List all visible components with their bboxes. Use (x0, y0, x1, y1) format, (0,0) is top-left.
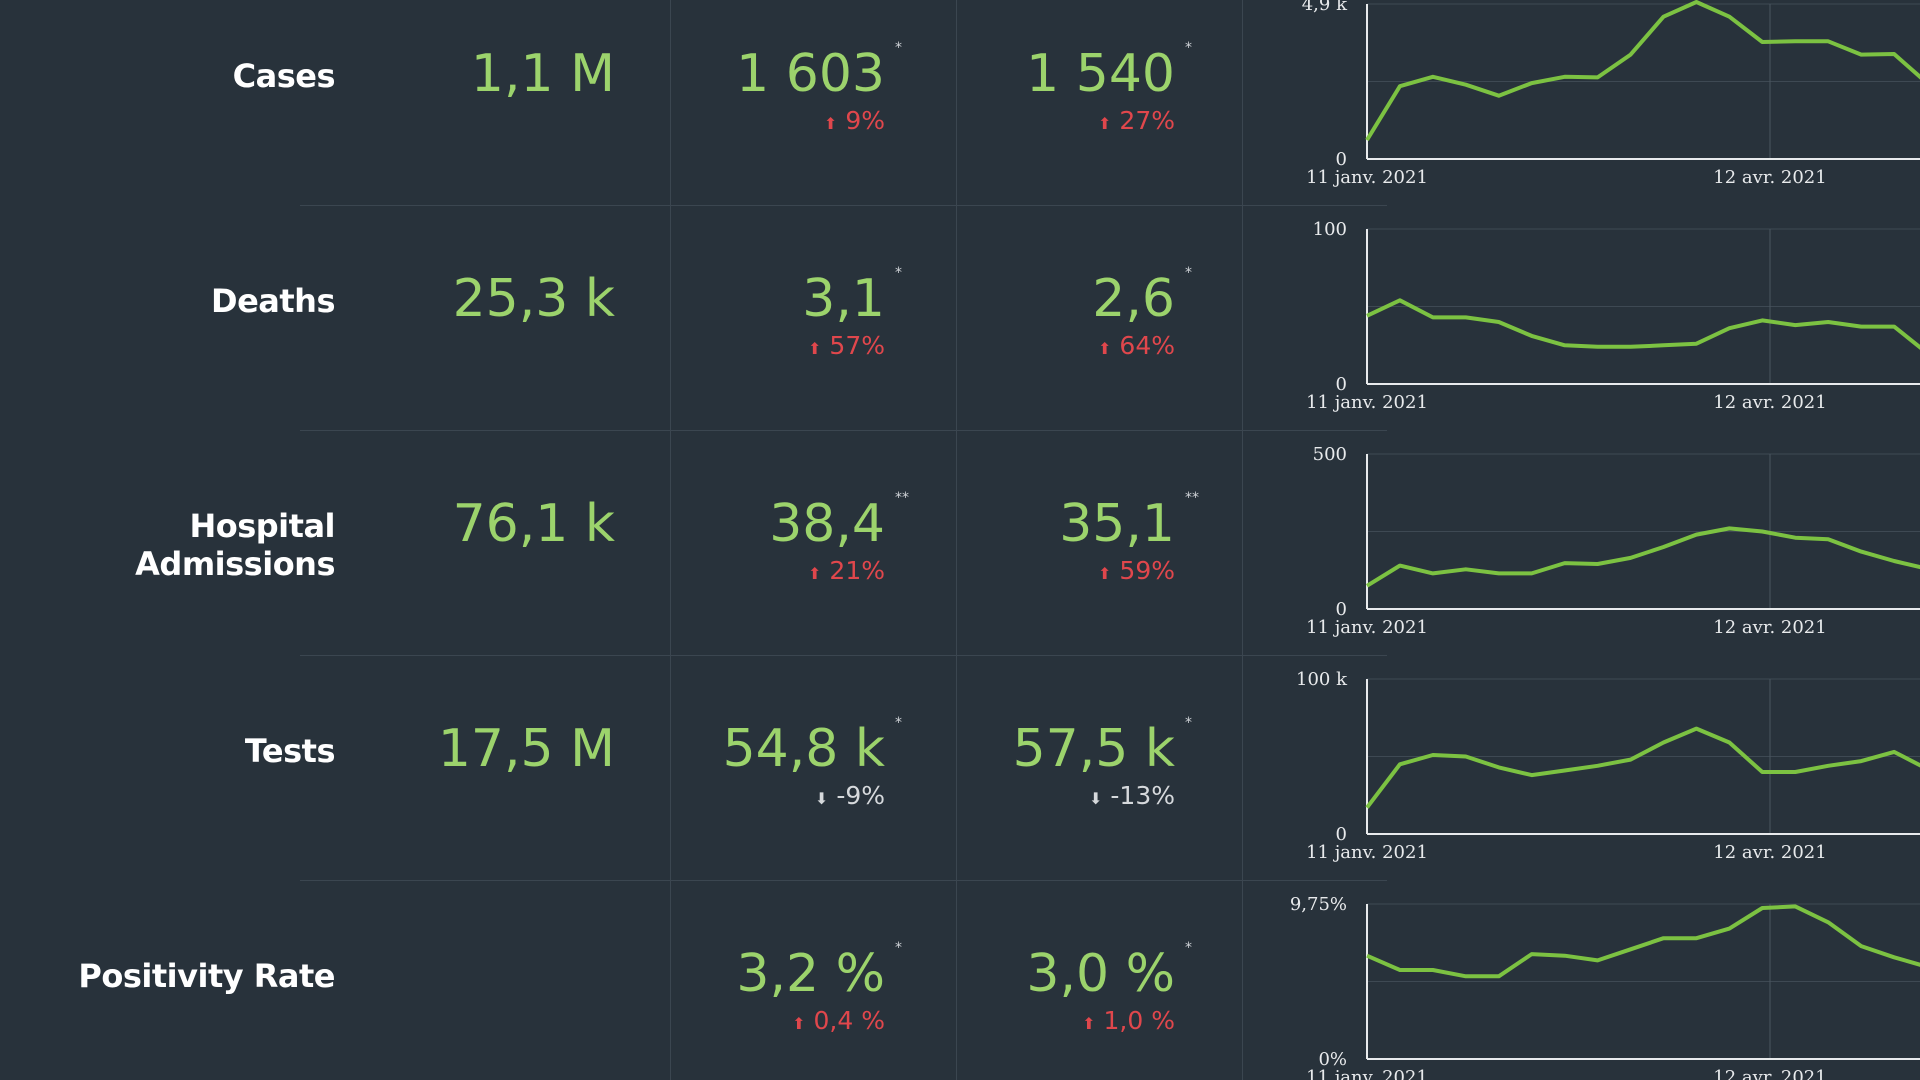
metric-footnote-mark: ** (1185, 490, 1199, 506)
change-indicator: ⬆ 9% (824, 106, 885, 135)
chart-x-tick-label: 11 janv. 2021 (1306, 842, 1428, 863)
chart-x-tick-label: 11 janv. 2021 (1306, 1067, 1428, 1080)
row-total: 17,5 M (437, 719, 615, 779)
change-value: 9% (845, 106, 885, 135)
row-total: 25,3 k (452, 269, 615, 329)
chart-y-tick-label: 0 (1336, 599, 1347, 620)
row-divider (300, 205, 1387, 206)
metric-value: 3,2 % (736, 944, 885, 1004)
row-label: Deaths (211, 282, 335, 320)
row-label: Cases (232, 57, 336, 95)
chart-x-tick-label: 12 avr. 2021 (1713, 842, 1826, 863)
change-indicator: ⬇ -9% (815, 781, 885, 810)
chart-y-tick-label: 9,75% (1290, 894, 1347, 915)
chart-x-tick-label: 12 avr. 2021 (1713, 392, 1826, 413)
column-divider (670, 0, 671, 1080)
metric-value: 2,6 (1092, 269, 1175, 329)
chart-series-line (1365, 726, 1920, 809)
arrow-up-icon: ⬆ (1098, 564, 1112, 583)
chart-series-line (1366, 904, 1920, 979)
metric-footnote-mark: * (1185, 265, 1192, 281)
arrow-down-icon: ⬇ (814, 789, 829, 808)
arrow-up-icon: ⬆ (823, 114, 838, 133)
change-indicator: ⬇ -13% (1089, 781, 1175, 810)
change-indicator: ⬆ 21% (808, 556, 885, 585)
metric-value: 38,4 (769, 494, 885, 554)
change-value: 59% (1119, 556, 1175, 585)
chart-x-tick-label: 11 janv. 2021 (1306, 167, 1428, 188)
change-value: 1,0 % (1103, 1006, 1175, 1035)
row-label: Tests (244, 732, 336, 770)
metric-footnote-mark: * (1185, 940, 1192, 956)
metric-footnote-mark: * (895, 940, 902, 956)
row-divider (300, 655, 1387, 656)
chart-y-tick-label: 500 (1313, 444, 1347, 465)
row-label: Positivity Rate (78, 957, 335, 995)
metric-footnote-mark: * (1185, 40, 1192, 56)
metric-value: 35,1 (1059, 494, 1175, 554)
row-total: 1,1 M (470, 44, 615, 104)
chart-x-tick-label: 12 avr. 2021 (1713, 1067, 1826, 1080)
metric-footnote-mark: * (895, 265, 902, 281)
change-value: 57% (829, 331, 885, 360)
metric-footnote-mark: * (895, 715, 902, 731)
row-divider (300, 880, 1387, 881)
metric-value: 3,1 (802, 269, 885, 329)
chart-y-tick-label: 100 k (1296, 669, 1348, 690)
column-divider (956, 0, 957, 1080)
change-indicator: ⬆ 57% (808, 331, 885, 360)
metric-value: 1 603 (736, 44, 885, 104)
change-value: 0,4 % (813, 1006, 885, 1035)
change-value: 64% (1119, 331, 1175, 360)
change-indicator: ⬆ 59% (1098, 556, 1175, 585)
metric-value: 3,0 % (1026, 944, 1175, 1004)
column-divider (1242, 0, 1243, 1080)
chart-series-line (1366, 298, 1920, 350)
change-value: 27% (1119, 106, 1175, 135)
row-label: Hospital Admissions (135, 507, 335, 583)
arrow-up-icon: ⬆ (1098, 114, 1112, 133)
change-indicator: ⬆ 27% (1098, 106, 1175, 135)
change-indicator: ⬆ 0,4 % (792, 1006, 885, 1035)
metric-value: 1 540 (1026, 44, 1175, 104)
row-divider (300, 430, 1387, 431)
arrow-up-icon: ⬆ (808, 564, 822, 583)
change-value: 21% (829, 556, 885, 585)
change-indicator: ⬆ 1,0 % (1082, 1006, 1175, 1035)
chart-x-tick-label: 12 avr. 2021 (1713, 167, 1826, 188)
arrow-up-icon: ⬆ (808, 339, 822, 358)
chart-y-tick-label: 100 (1313, 219, 1347, 240)
chart-series-line (1365, 0, 1920, 142)
metric-value: 57,5 k (1012, 719, 1175, 779)
row-total: 76,1 k (452, 494, 615, 554)
chart-y-tick-label: 0 (1336, 374, 1347, 395)
chart-x-tick-label: 12 avr. 2021 (1713, 617, 1826, 638)
chart-x-tick-label: 11 janv. 2021 (1306, 617, 1428, 638)
change-indicator: ⬆ 64% (1098, 331, 1175, 360)
chart-y-tick-label: 0 (1336, 149, 1347, 170)
arrow-up-icon: ⬆ (1082, 1014, 1096, 1033)
chart-series-line (1365, 526, 1920, 588)
arrow-down-icon: ⬇ (1089, 789, 1103, 808)
metric-footnote-mark: * (895, 40, 902, 56)
chart-y-tick-label: 0% (1318, 1049, 1347, 1070)
chart-y-tick-label: 4,9 k (1302, 0, 1348, 15)
arrow-up-icon: ⬆ (1098, 339, 1112, 358)
change-value: -9% (836, 781, 885, 810)
metric-footnote-mark: * (1185, 715, 1192, 731)
arrow-up-icon: ⬆ (792, 1014, 806, 1033)
metric-footnote-mark: ** (895, 490, 909, 506)
change-value: -13% (1110, 781, 1175, 810)
metric-value: 54,8 k (722, 719, 885, 779)
chart-y-tick-label: 0 (1336, 824, 1347, 845)
chart-x-tick-label: 11 janv. 2021 (1306, 392, 1428, 413)
